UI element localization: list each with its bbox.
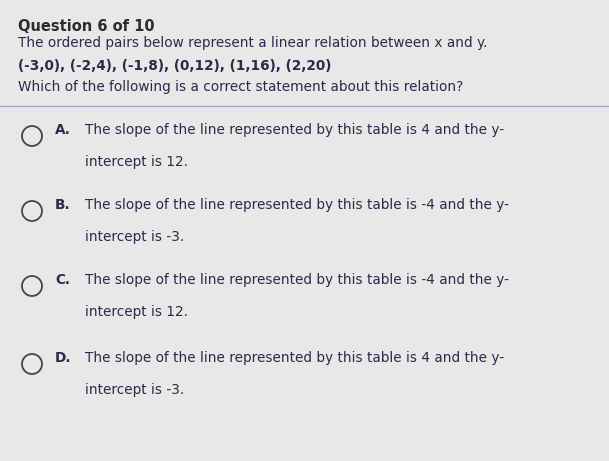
Text: intercept is -3.: intercept is -3.: [85, 230, 185, 244]
Text: Which of the following is a correct statement about this relation?: Which of the following is a correct stat…: [18, 80, 463, 94]
Text: B.: B.: [55, 198, 71, 212]
Text: intercept is 12.: intercept is 12.: [85, 305, 188, 319]
Text: The slope of the line represented by this table is -4 and the y-: The slope of the line represented by thi…: [85, 198, 509, 212]
Text: The slope of the line represented by this table is 4 and the y-: The slope of the line represented by thi…: [85, 351, 504, 365]
Text: intercept is -3.: intercept is -3.: [85, 383, 185, 397]
Text: The slope of the line represented by this table is 4 and the y-: The slope of the line represented by thi…: [85, 123, 504, 137]
Text: D.: D.: [55, 351, 71, 365]
Text: intercept is 12.: intercept is 12.: [85, 155, 188, 169]
Text: A.: A.: [55, 123, 71, 137]
Text: Question 6 of 10: Question 6 of 10: [18, 19, 155, 34]
Text: The slope of the line represented by this table is -4 and the y-: The slope of the line represented by thi…: [85, 273, 509, 287]
Text: C.: C.: [55, 273, 70, 287]
Text: The ordered pairs below represent a linear relation between x and y.: The ordered pairs below represent a line…: [18, 36, 487, 50]
Text: (-3,0), (-2,4), (-1,8), (0,12), (1,16), (2,20): (-3,0), (-2,4), (-1,8), (0,12), (1,16), …: [18, 59, 331, 73]
